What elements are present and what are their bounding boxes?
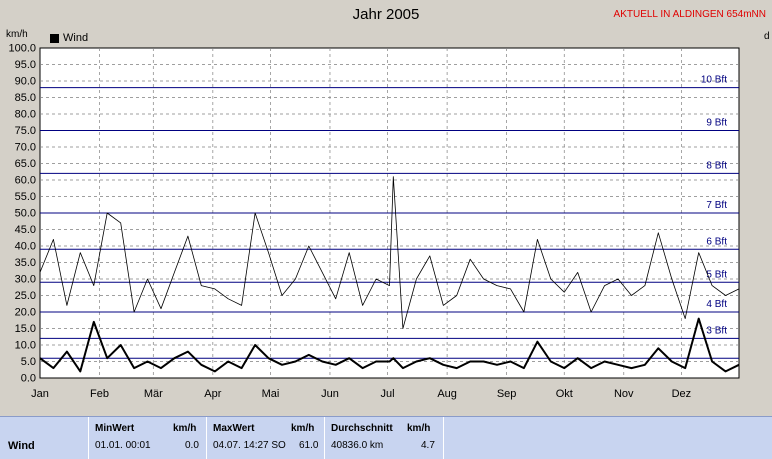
max-cell: MaxWert km/h 04.07. 14:27 SO 61.0 — [206, 417, 325, 459]
avg-unit: km/h — [407, 423, 431, 434]
y-axis-ticks: 0.0 5.0 10.0 15.0 20.0 25.0 30.0 35.0 40.0 45.0 50… — [8, 43, 36, 385]
min-unit: km/h — [173, 423, 197, 434]
x-tick-label: Okt — [556, 388, 573, 400]
series-line-mean — [39, 317, 740, 373]
y-tick-label: 95.0 — [15, 59, 36, 71]
y-tick-label: 5.0 — [21, 356, 36, 368]
x-tick-label: Jun — [321, 388, 339, 400]
min-value: 0.0 — [185, 440, 199, 451]
y-tick-label: 55.0 — [15, 191, 36, 203]
x-tick-label: Jan — [31, 388, 49, 400]
series-group — [39, 176, 740, 373]
y-tick-label: 50.0 — [15, 208, 36, 220]
avg-header: Durchschnitt — [331, 423, 393, 434]
y-tick-label: 70.0 — [15, 142, 36, 154]
x-axis-ticks: Jan Feb Mär Apr Mai Jun Jul Aug Sep Okt Nov Dez — [31, 388, 691, 400]
legend: Wind — [50, 32, 88, 44]
y-tick-label: 15.0 — [15, 323, 36, 335]
y-tick-label: 0.0 — [21, 373, 36, 385]
beaufort-label: 7 Bft — [706, 200, 727, 211]
y-tick-label: 10.0 — [15, 340, 36, 352]
x-tick-label: Aug — [437, 388, 457, 400]
y-tick-label: 100.0 — [8, 43, 36, 55]
y-tick-label: 30.0 — [15, 274, 36, 286]
y-tick-label: 35.0 — [15, 257, 36, 269]
stats-row-label-cell: Wind — [0, 417, 88, 459]
stats-row-label: Wind — [8, 440, 35, 452]
y-tick-label: 60.0 — [15, 175, 36, 187]
beaufort-label: 6 Bft — [706, 236, 727, 247]
beaufort-label: 9 Bft — [706, 118, 727, 129]
stats-panel: Wind MinWert km/h 01.01. 00:01 0.0 MaxWe… — [0, 416, 772, 459]
y-axis-unit: km/h — [6, 29, 28, 40]
min-date: 01.01. 00:01 — [95, 440, 151, 451]
min-cell: MinWert km/h 01.01. 00:01 0.0 — [88, 417, 207, 459]
max-date: 04.07. 14:27 SO — [213, 440, 286, 451]
avg-value: 4.7 — [421, 440, 435, 451]
beaufort-label: 10 Bft — [701, 75, 727, 86]
x-tick-label: Nov — [614, 388, 634, 400]
y-tick-label: 80.0 — [15, 109, 36, 121]
x-tick-label: Feb — [90, 388, 109, 400]
y-tick-label: 45.0 — [15, 224, 36, 236]
chart-title: Jahr 2005 — [352, 6, 420, 23]
avg-cell: Durchschnitt km/h 40836.0 km 4.7 — [324, 417, 444, 459]
y-tick-label: 25.0 — [15, 290, 36, 302]
y-tick-label: 75.0 — [15, 125, 36, 137]
max-header: MaxWert — [213, 423, 255, 434]
legend-label: Wind — [63, 32, 89, 44]
beaufort-label: 4 Bft — [706, 299, 727, 310]
x-tick-label: Mai — [262, 388, 280, 400]
legend-swatch — [50, 33, 59, 43]
x-tick-label: Sep — [497, 388, 517, 400]
x-tick-label: Mär — [144, 388, 163, 400]
beaufort-label: 8 Bft — [706, 160, 727, 171]
right-axis-unit: d — [764, 31, 770, 42]
max-unit: km/h — [291, 423, 315, 434]
x-tick-label: Jul — [381, 388, 395, 400]
max-value: 61.0 — [299, 440, 319, 451]
x-tick-label: Dez — [672, 388, 692, 400]
x-tick-label: Apr — [204, 388, 221, 400]
y-tick-label: 85.0 — [15, 92, 36, 104]
beaufort-label: 3 Bft — [706, 325, 727, 336]
avg-distance: 40836.0 km — [331, 440, 384, 451]
station-label: AKTUELL IN ALDINGEN 654mNN — [613, 9, 766, 20]
y-tick-label: 20.0 — [15, 307, 36, 319]
series-line-max — [39, 176, 740, 329]
y-tick-label: 90.0 — [15, 76, 36, 88]
min-header: MinWert — [95, 423, 135, 434]
y-tick-label: 65.0 — [15, 158, 36, 170]
y-tick-label: 40.0 — [15, 241, 36, 253]
beaufort-label: 5 Bft — [706, 269, 727, 280]
